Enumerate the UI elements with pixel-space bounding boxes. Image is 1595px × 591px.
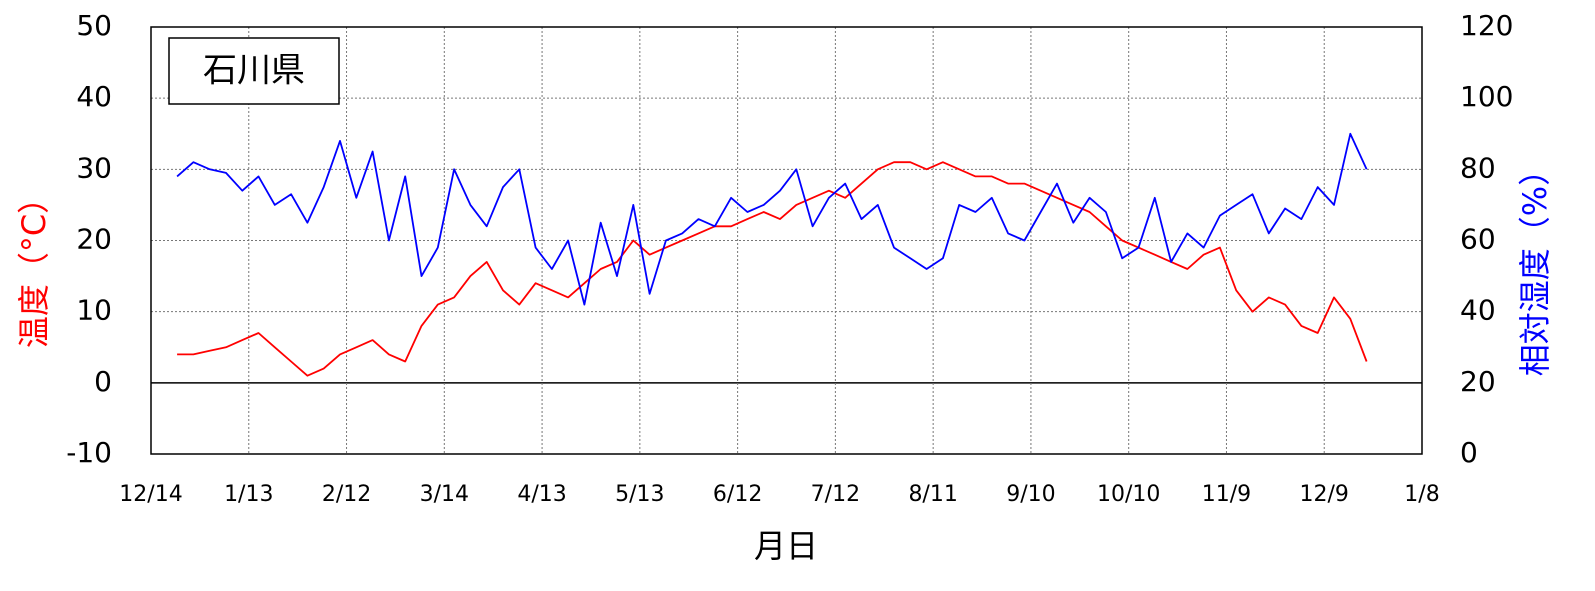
- x-axis-label: 月日: [754, 527, 818, 565]
- x-tick-label: 6/12: [713, 482, 762, 507]
- x-tick-label: 9/10: [1006, 482, 1055, 507]
- x-tick-label: 12/14: [119, 482, 182, 507]
- y2-tick-label: 0: [1460, 436, 1478, 469]
- y2-tick-label: 40: [1460, 294, 1496, 327]
- x-tick-label: 11/9: [1202, 482, 1251, 507]
- ticks: -10 0 10 20 30 40 50 0 20 40 60 80 100 120 12/14 1/13 2/…: [66, 9, 1513, 507]
- y-tick-label: -10: [66, 436, 112, 469]
- y2-axis-label: 相対湿度（%）: [1516, 154, 1554, 376]
- y-tick-label: 10: [76, 294, 112, 327]
- x-tick-label: 1/13: [224, 482, 273, 507]
- plot-frame: [150, 26, 1423, 455]
- title-box: [168, 37, 340, 105]
- data-line: [177, 161, 1368, 377]
- x-tick-label: 8/11: [908, 482, 957, 507]
- y2-tick-label: 60: [1460, 223, 1496, 256]
- x-tick-label: 5/13: [615, 482, 664, 507]
- y-tick-label: 20: [76, 223, 112, 256]
- y2-tick-label: 80: [1460, 151, 1496, 184]
- y2-tick-label: 100: [1460, 80, 1513, 113]
- y2-tick-label: 120: [1460, 9, 1513, 42]
- y-tick-label: 40: [76, 80, 112, 113]
- y-tick-label: 50: [76, 9, 112, 42]
- data-line: [176, 132, 1368, 306]
- x-tick-label: 2/12: [322, 482, 371, 507]
- y-tick-label: 30: [76, 151, 112, 184]
- x-tick-label: 3/14: [420, 482, 469, 507]
- x-tick-label: 10/10: [1097, 482, 1160, 507]
- chart-title: 石川県: [203, 51, 305, 91]
- y-tick-label: 0: [94, 365, 112, 398]
- y2-tick-label: 20: [1460, 365, 1496, 398]
- x-tick-label: 4/13: [517, 482, 566, 507]
- x-tick-label: 12/9: [1300, 482, 1349, 507]
- y-axis-label: 温度（°C）: [15, 182, 53, 348]
- lines: [176, 132, 1368, 377]
- x-tick-label: 7/12: [811, 482, 860, 507]
- x-tick-label: 1/8: [1404, 482, 1439, 507]
